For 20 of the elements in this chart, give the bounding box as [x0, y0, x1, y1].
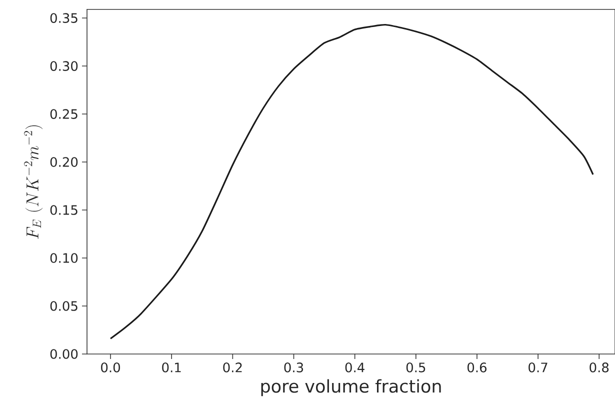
x-tick-label: 0.2: [223, 362, 242, 372]
x-tick-label: 0.5: [406, 362, 426, 372]
y-tick-label: 0.35: [50, 13, 78, 23]
y-axis-title: $F_E\ (NK^{-2}m^{-2})$: [24, 125, 43, 239]
y-tick-label: 0.25: [50, 109, 78, 119]
x-tick-label: 0.3: [284, 362, 304, 372]
x-tick-label: 0.6: [468, 362, 486, 372]
y-tick-label: 0.00: [50, 349, 78, 359]
y-tick-label: 0.10: [50, 253, 78, 263]
y-tick-label: 0.30: [50, 61, 78, 71]
x-tick-label: 0.4: [345, 362, 364, 372]
x-tick-label: 0.7: [528, 362, 548, 372]
y-tick-label: 0.20: [50, 157, 78, 167]
line-series: [110, 24, 594, 340]
x-tick-label: 0.1: [162, 362, 181, 372]
y-tick-label: 0.05: [50, 301, 78, 311]
x-tick-label: 0.8: [590, 362, 609, 372]
y-tick-label: 0.15: [50, 205, 78, 215]
x-axis-title: pore volume fraction: [261, 379, 441, 396]
x-tick-label: 0.0: [101, 362, 120, 372]
